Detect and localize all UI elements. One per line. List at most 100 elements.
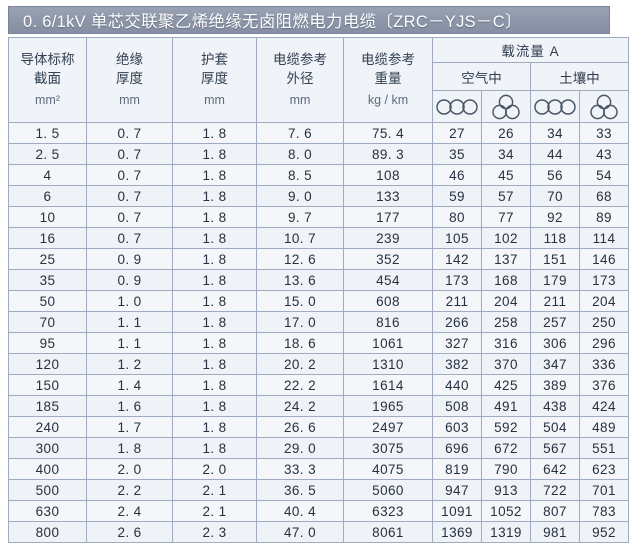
table-row: 150 1. 4 1. 8 22. 2 1614 440 425 389 376	[8, 374, 630, 396]
cell-cable-weight: 816	[343, 311, 433, 333]
cell-sheath-thickness: 2. 1	[172, 479, 257, 501]
page-title: 0. 6/1kV 单芯交联聚乙烯绝缘无卤阻燃电力电缆〔ZRC－YJS－C〕	[23, 13, 522, 31]
cell-cable-weight: 352	[343, 248, 433, 270]
cell-insulation-thickness: 1. 2	[86, 353, 173, 375]
cell-cable-weight: 454	[343, 269, 433, 291]
cell-outer-diameter: 24. 2	[256, 395, 344, 417]
cell-soil-trefoil-ampacity: 204	[578, 290, 630, 312]
cell-sheath-thickness: 1. 8	[172, 416, 257, 438]
cell-soil-flat-ampacity: 70	[530, 185, 580, 207]
cell-outer-diameter: 22. 2	[256, 374, 344, 396]
cell-air-flat-ampacity: 59	[432, 185, 482, 207]
cell-cable-weight: 5060	[343, 479, 433, 501]
cell-air-flat-ampacity: 382	[432, 353, 482, 375]
table-row: 16 0. 7 1. 8 10. 7 239 105 102 118 114	[8, 227, 630, 249]
cell-cable-weight: 4075	[343, 458, 433, 480]
cell-air-flat-ampacity: 947	[432, 479, 482, 501]
cell-cable-weight: 177	[343, 206, 433, 228]
cell-soil-flat-ampacity: 438	[530, 395, 580, 417]
cell-conductor-area: 25	[8, 248, 87, 270]
cell-air-flat-ampacity: 142	[432, 248, 482, 270]
cell-air-trefoil-ampacity: 1319	[481, 521, 531, 543]
cell-air-trefoil-ampacity: 102	[481, 227, 531, 249]
cell-conductor-area: 1. 5	[8, 122, 87, 144]
cell-insulation-thickness: 0. 7	[86, 122, 173, 144]
cell-outer-diameter: 13. 6	[256, 269, 344, 291]
cell-soil-flat-ampacity: 807	[530, 500, 580, 522]
cell-soil-trefoil-ampacity: 489	[578, 416, 630, 438]
cell-outer-diameter: 12. 6	[256, 248, 344, 270]
cell-air-flat-ampacity: 105	[432, 227, 482, 249]
cell-air-trefoil-ampacity: 913	[481, 479, 531, 501]
cell-soil-flat-ampacity: 306	[530, 332, 580, 354]
cell-sheath-thickness: 1. 8	[172, 311, 257, 333]
cell-air-trefoil-ampacity: 370	[481, 353, 531, 375]
cell-outer-diameter: 26. 6	[256, 416, 344, 438]
cell-soil-trefoil-ampacity: 424	[578, 395, 630, 417]
cell-air-trefoil-ampacity: 592	[481, 416, 531, 438]
cell-insulation-thickness: 1. 0	[86, 290, 173, 312]
cell-outer-diameter: 29. 0	[256, 437, 344, 459]
cell-air-flat-ampacity: 211	[432, 290, 482, 312]
cell-outer-diameter: 7. 6	[256, 122, 344, 144]
table-row: 800 2. 6 2. 3 47. 0 8061 1369 1319 981 952	[8, 521, 630, 543]
table-row: 1. 5 0. 7 1. 8 7. 6 75. 4 27 26 34 33	[8, 122, 630, 144]
header-soil-flat-formation	[530, 90, 580, 123]
cell-sheath-thickness: 1. 8	[172, 164, 257, 186]
cell-soil-trefoil-ampacity: 783	[578, 500, 630, 522]
cell-air-flat-ampacity: 1091	[432, 500, 482, 522]
cell-outer-diameter: 17. 0	[256, 311, 344, 333]
cell-sheath-thickness: 1. 8	[172, 437, 257, 459]
cell-conductor-area: 2. 5	[8, 143, 87, 165]
cell-soil-trefoil-ampacity: 250	[578, 311, 630, 333]
cell-conductor-area: 240	[8, 416, 87, 438]
cell-conductor-area: 500	[8, 479, 87, 501]
cable-specification-table: 导体标称 截面 mm² 绝缘 厚度 mm 护套 厚度 mm	[8, 37, 630, 543]
cell-soil-trefoil-ampacity: 701	[578, 479, 630, 501]
cell-conductor-area: 4	[8, 164, 87, 186]
cell-sheath-thickness: 2. 0	[172, 458, 257, 480]
cell-sheath-thickness: 1. 8	[172, 143, 257, 165]
cell-insulation-thickness: 2. 4	[86, 500, 173, 522]
cell-sheath-thickness: 1. 8	[172, 290, 257, 312]
header-row-middle: 空气中 土壤中	[9, 62, 630, 91]
cell-air-flat-ampacity: 440	[432, 374, 482, 396]
cell-air-flat-ampacity: 327	[432, 332, 482, 354]
cell-cable-weight: 89. 3	[343, 143, 433, 165]
table-row: 50 1. 0 1. 8 15. 0 608 211 204 211 204	[8, 290, 630, 312]
cell-cable-weight: 239	[343, 227, 433, 249]
cell-conductor-area: 70	[8, 311, 87, 333]
header-air-flat-formation	[432, 90, 482, 123]
cell-cable-weight: 1965	[343, 395, 433, 417]
cell-insulation-thickness: 1. 8	[86, 437, 173, 459]
cell-air-flat-ampacity: 508	[432, 395, 482, 417]
cell-soil-trefoil-ampacity: 952	[578, 521, 630, 543]
cell-cable-weight: 6323	[343, 500, 433, 522]
table-row: 500 2. 2 2. 1 36. 5 5060 947 913 722 701	[8, 479, 630, 501]
table-row: 120 1. 2 1. 8 20. 2 1310 382 370 347 336	[8, 353, 630, 375]
cell-air-trefoil-ampacity: 204	[481, 290, 531, 312]
cell-cable-weight: 608	[343, 290, 433, 312]
cell-sheath-thickness: 2. 3	[172, 521, 257, 543]
cell-air-flat-ampacity: 819	[432, 458, 482, 480]
cell-conductor-area: 630	[8, 500, 87, 522]
cell-outer-diameter: 9. 7	[256, 206, 344, 228]
cell-outer-diameter: 8. 5	[256, 164, 344, 186]
cell-air-trefoil-ampacity: 45	[481, 164, 531, 186]
cell-soil-trefoil-ampacity: 146	[578, 248, 630, 270]
cell-sheath-thickness: 1. 8	[172, 332, 257, 354]
cell-air-trefoil-ampacity: 316	[481, 332, 531, 354]
cell-outer-diameter: 10. 7	[256, 227, 344, 249]
cell-soil-trefoil-ampacity: 68	[578, 185, 630, 207]
cell-sheath-thickness: 1. 8	[172, 227, 257, 249]
cell-cable-weight: 3075	[343, 437, 433, 459]
header-ampacity-group: 载流量 A	[431, 37, 630, 63]
cell-soil-trefoil-ampacity: 54	[578, 164, 630, 186]
cell-cable-weight: 75. 4	[343, 122, 433, 144]
header-row-top: 导体标称 截面 mm² 绝缘 厚度 mm 护套 厚度 mm	[8, 37, 630, 123]
cell-insulation-thickness: 2. 2	[86, 479, 173, 501]
cell-insulation-thickness: 1. 4	[86, 374, 173, 396]
cell-soil-trefoil-ampacity: 376	[578, 374, 630, 396]
cell-soil-flat-ampacity: 567	[530, 437, 580, 459]
